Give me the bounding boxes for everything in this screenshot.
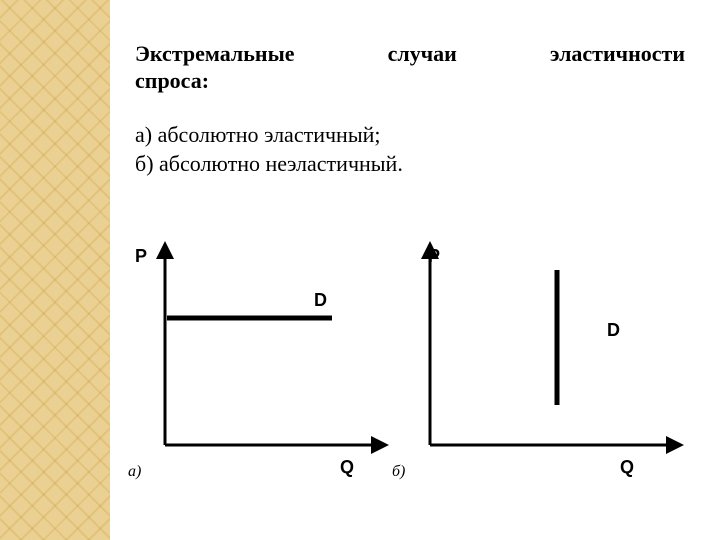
item-a: а) абсолютно эластичный;	[135, 120, 685, 150]
item-b: б) абсолютно неэластичный.	[135, 149, 685, 179]
chart-b: P Q D б)	[400, 240, 680, 500]
chart-b-p-label: P	[428, 246, 440, 267]
chart-b-sub-label: б)	[392, 463, 405, 481]
charts-region: P Q D а) P Q D б)	[120, 240, 700, 500]
ornament-band	[0, 0, 110, 540]
chart-a-svg	[120, 240, 400, 500]
chart-b-q-label: Q	[620, 457, 634, 478]
chart-a-sub-label: а)	[128, 463, 141, 481]
chart-a-d-label: D	[314, 290, 327, 311]
title-line-1: Экстремальные случаи эластичности	[135, 40, 685, 68]
chart-b-svg	[400, 240, 690, 500]
chart-b-d-label: D	[607, 320, 620, 341]
title-line-2: спроса:	[135, 68, 685, 94]
chart-a-q-label: Q	[340, 457, 354, 478]
text-content: Экстремальные случаи эластичности спроса…	[135, 40, 685, 179]
chart-a-p-label: P	[135, 246, 147, 267]
chart-a: P Q D а)	[120, 240, 400, 500]
